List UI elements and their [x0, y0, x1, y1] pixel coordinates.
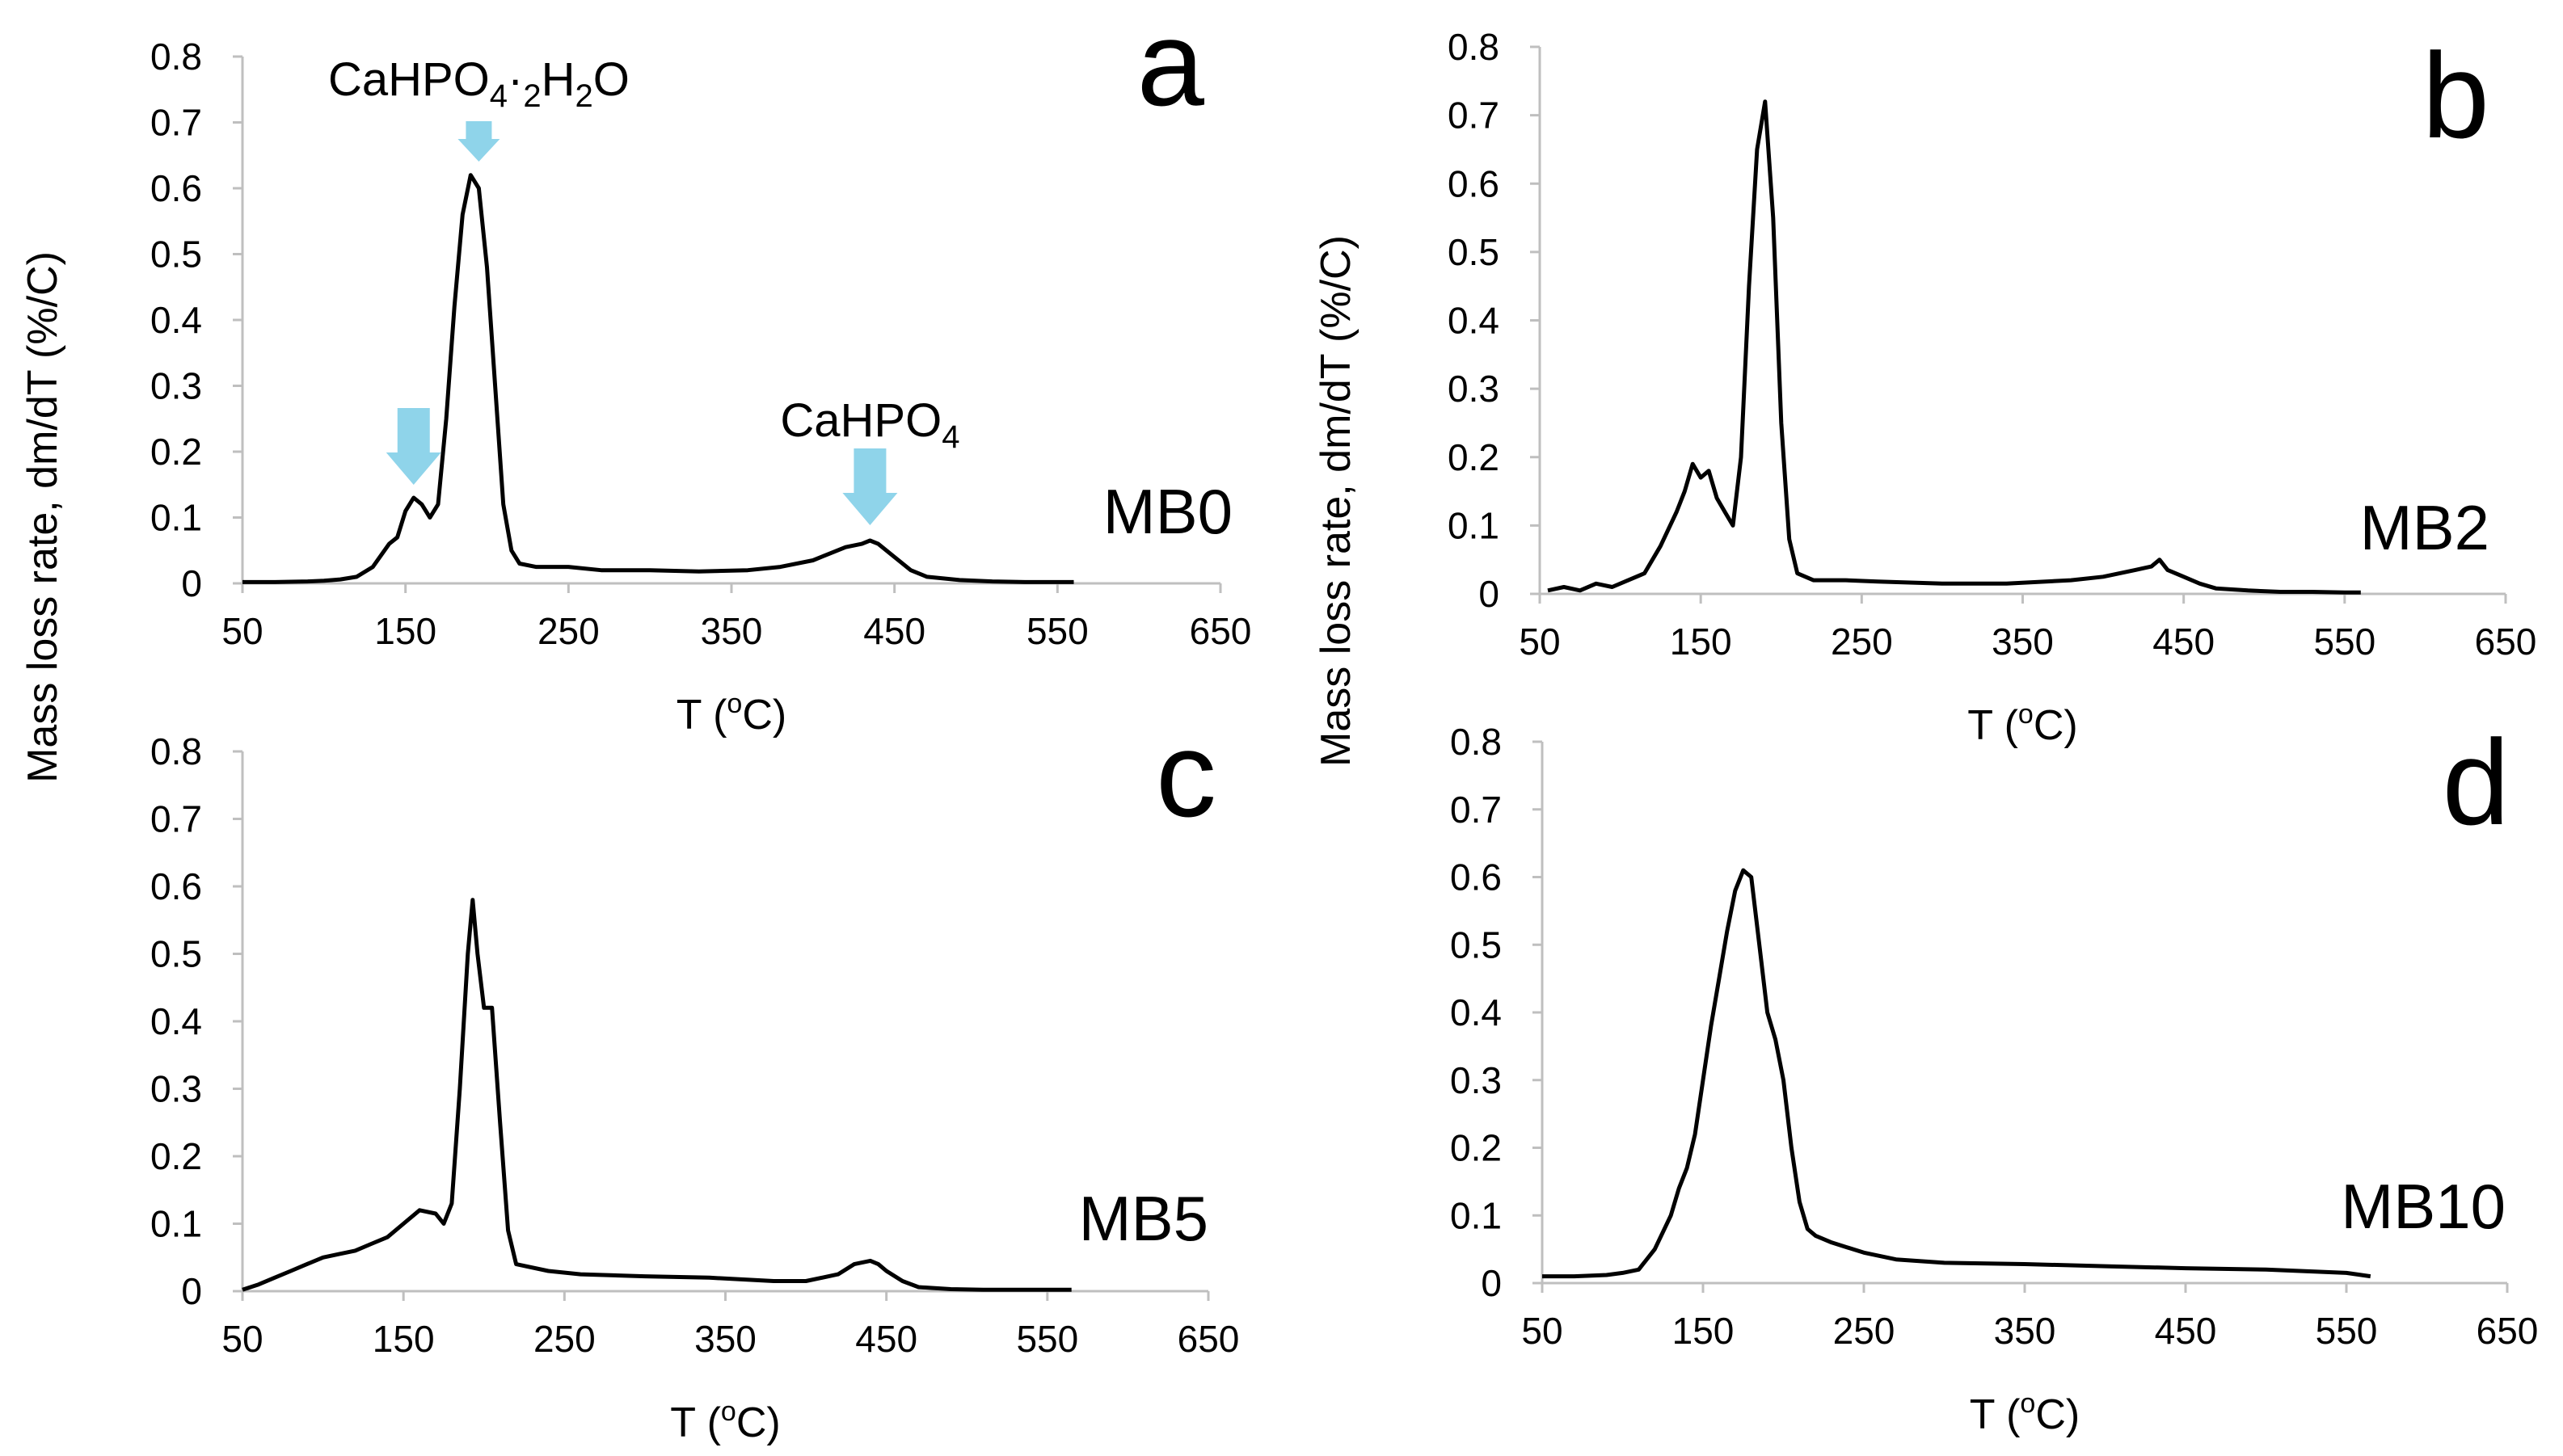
x-tick-label: 250 — [1833, 1310, 1895, 1352]
series-line — [1547, 99, 2361, 595]
y-tick-label: 0.1 — [150, 497, 202, 539]
y-tick-label: 0.2 — [150, 431, 202, 473]
sample-label: MB5 — [1079, 1183, 1208, 1254]
y-tick-label: 0 — [181, 562, 202, 604]
y-tick-label: 0.6 — [1450, 856, 1502, 898]
sample-label: MB0 — [1103, 476, 1233, 547]
y-tick-label: 0.8 — [1448, 26, 1499, 68]
x-tick-label: 250 — [537, 610, 600, 652]
x-tick-label: 350 — [701, 610, 763, 652]
y-tick-label: 0.3 — [150, 365, 202, 407]
y-tick-label: 0.1 — [1448, 504, 1499, 546]
y-tick-label: 0 — [1481, 1262, 1502, 1304]
y-tick-label: 0.4 — [1450, 991, 1502, 1033]
y-tick-label: 0.3 — [1450, 1059, 1502, 1101]
annotation-label: CaHPO4 — [780, 394, 959, 455]
x-tick-label: 150 — [374, 610, 436, 652]
x-axis-label: T (oC) — [670, 1396, 780, 1446]
y-tick-label: 0.7 — [1448, 95, 1499, 137]
y-tick-label: 0.1 — [150, 1203, 202, 1245]
y-tick-label: 0.8 — [150, 36, 202, 78]
x-tick-label: 150 — [1670, 621, 1732, 663]
x-tick-label: 150 — [1672, 1310, 1735, 1352]
panel-d: 0 0.1 0.2 0.3 0.4 0.5 0.6 0.7 0.8 50 150 250 350 450 5… — [1313, 235, 2538, 1438]
x-tick-label: 50 — [221, 1318, 263, 1360]
y-tick-label: 0.8 — [1450, 721, 1502, 763]
y-tick-label: 0.6 — [150, 167, 202, 209]
x-tick-label: 250 — [533, 1318, 596, 1360]
y-tick-label: 0.7 — [150, 102, 202, 144]
x-tick-label: 650 — [1190, 610, 1252, 652]
y-tick-label: 0.2 — [1450, 1127, 1502, 1169]
y-tick-label: 0.5 — [1448, 231, 1499, 273]
y-tick-label: 0.7 — [150, 798, 202, 840]
y-tick-label: 0.4 — [150, 299, 202, 341]
annotation-arrow — [457, 121, 500, 162]
x-tick-label: 50 — [1519, 621, 1560, 663]
x-tick-label: 350 — [1994, 1310, 2056, 1352]
y-tick-label: 0.2 — [150, 1135, 202, 1177]
x-tick-label: 650 — [2477, 1310, 2539, 1352]
annotation-arrow — [386, 408, 441, 485]
panel-b: 0 0.1 0.2 0.3 0.4 0.5 0.6 0.7 0.8 50 150 250 350 450 5… — [1448, 26, 2536, 749]
x-tick-label: 550 — [2316, 1310, 2378, 1352]
x-tick-label: 350 — [694, 1318, 757, 1360]
panel-letter: a — [1137, 0, 1205, 131]
x-axis-label: T (oC) — [677, 688, 786, 739]
sample-label: MB2 — [2360, 492, 2489, 563]
y-tick-label: 0.8 — [150, 730, 202, 772]
sample-label: MB10 — [2341, 1171, 2506, 1242]
y-tick-label: 0.1 — [1450, 1194, 1502, 1236]
y-tick-label: 0.2 — [1448, 436, 1499, 478]
panel-letter: d — [2443, 714, 2510, 850]
y-tick-label: 0.3 — [150, 1068, 202, 1110]
annotation-label: CaHPO4·2H2O — [328, 53, 630, 114]
y-tick-label: 0.7 — [1450, 789, 1502, 831]
y-tick-label: 0.5 — [150, 933, 202, 975]
y-tick-label: 0.6 — [1448, 162, 1499, 204]
y-axis-label: Mass loss rate, dm/dT (%/C) — [1313, 235, 1359, 767]
x-tick-label: 450 — [2155, 1310, 2217, 1352]
y-tick-label: 0.3 — [1448, 368, 1499, 410]
y-tick-label: 0.6 — [150, 865, 202, 907]
x-tick-label: 150 — [373, 1318, 435, 1360]
x-tick-label: 450 — [863, 610, 925, 652]
y-tick-label: 0 — [181, 1270, 202, 1312]
y-axis-label: Mass loss rate, dm/dT (%/C) — [19, 251, 66, 783]
x-axis-label: T (oC) — [1967, 699, 2077, 749]
panel-letter: b — [2422, 27, 2489, 163]
series-line — [242, 898, 1072, 1292]
x-axis-label: T (oC) — [1970, 1388, 2080, 1438]
y-tick-label: 0.4 — [1448, 300, 1499, 342]
y-tick-label: 0.4 — [150, 1000, 202, 1042]
x-tick-label: 450 — [2152, 621, 2215, 663]
panel-a: 0 0.1 0.2 0.3 0.4 0.5 0.6 0.7 0.8 50 150 250 350 450 5… — [19, 0, 1251, 783]
y-tick-label: 0 — [1478, 573, 1499, 615]
x-tick-label: 50 — [1521, 1310, 1562, 1352]
series-line — [242, 173, 1074, 584]
x-tick-label: 550 — [1016, 1318, 1078, 1360]
annotation-arrow — [842, 448, 898, 525]
x-tick-label: 550 — [1026, 610, 1089, 652]
x-tick-label: 650 — [1178, 1318, 1240, 1360]
x-tick-label: 550 — [2313, 621, 2375, 663]
x-tick-label: 450 — [855, 1318, 917, 1360]
x-tick-label: 250 — [1831, 621, 1893, 663]
series-line — [1542, 868, 2371, 1279]
x-tick-label: 350 — [1992, 621, 2054, 663]
panel-c: 0 0.1 0.2 0.3 0.4 0.5 0.6 0.7 0.8 50 150 250 350 450 5… — [150, 706, 1239, 1446]
y-tick-label: 0.5 — [1450, 924, 1502, 966]
x-tick-label: 650 — [2475, 621, 2537, 663]
panel-letter: c — [1156, 706, 1216, 842]
x-tick-label: 50 — [221, 610, 263, 652]
y-tick-label: 0.5 — [150, 234, 202, 276]
